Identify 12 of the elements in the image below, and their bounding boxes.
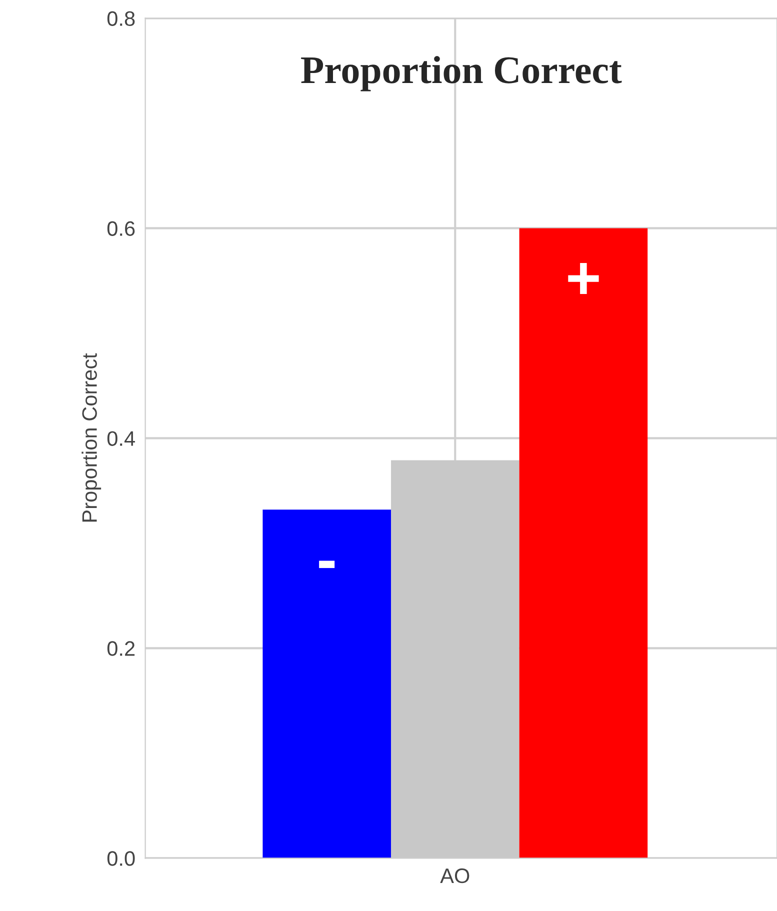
bar: [262, 510, 391, 858]
x-tick-label: AO: [440, 868, 470, 884]
y-tick-label: 0.0: [107, 851, 135, 866]
y-tick-label: 0.6: [107, 221, 135, 236]
data-label: +: [568, 263, 599, 294]
y-tick-label: 0.4: [107, 431, 135, 446]
data-label: -: [319, 560, 335, 568]
y-tick-label: 0.2: [107, 641, 135, 656]
text: Proportion Correct: [301, 56, 622, 92]
bar: [519, 228, 648, 858]
y-axis-title: Proportion Correct: [82, 353, 102, 522]
y-tick-label: 0.8: [107, 11, 135, 26]
